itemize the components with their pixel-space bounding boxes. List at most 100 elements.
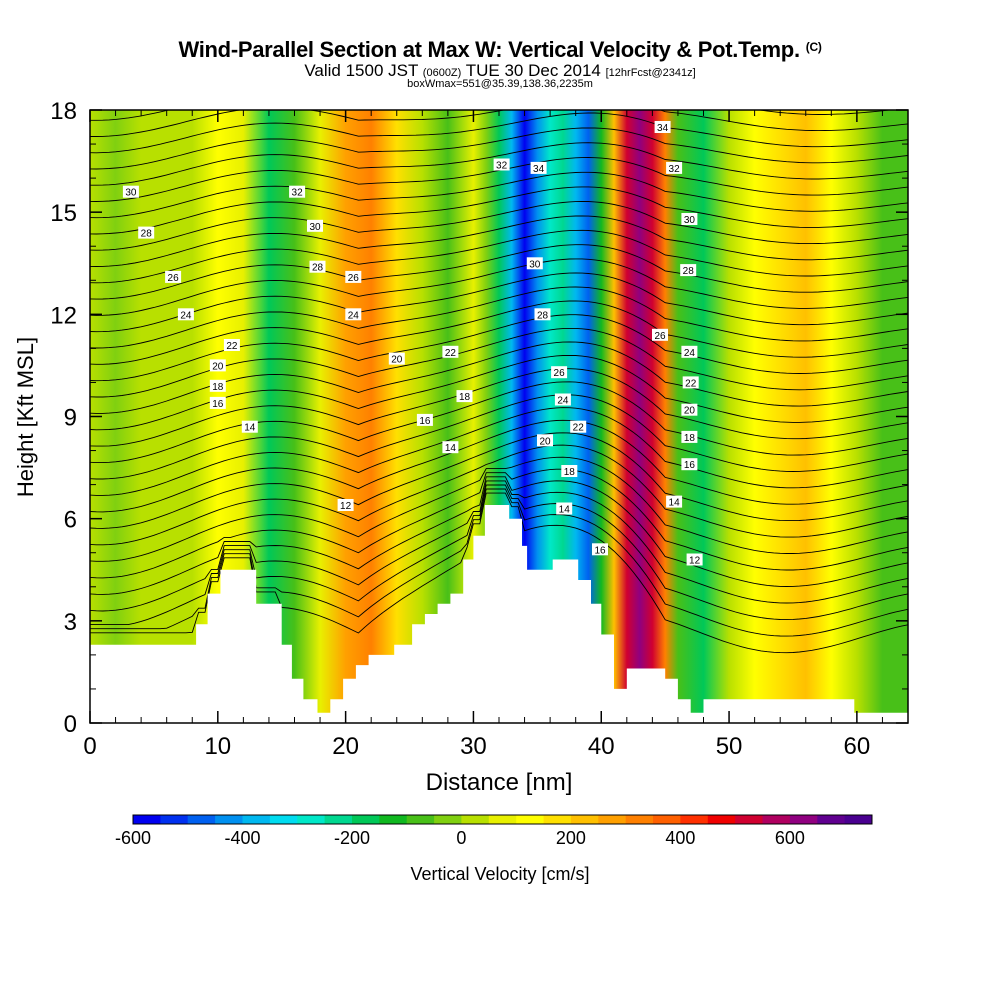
isentrope-label-text: 18 — [459, 392, 471, 403]
copyright-mark: (C) — [805, 40, 822, 54]
isentrope-label: 18 — [681, 430, 698, 444]
x-tick-label: 50 — [716, 733, 743, 760]
isentrope-label-text: 24 — [348, 310, 360, 321]
colorbar-swatch — [707, 815, 736, 824]
colorbar-swatch — [461, 815, 490, 824]
colorbar-swatch — [269, 815, 298, 824]
isentrope-label-text: 30 — [309, 222, 321, 233]
isentrope-label: 20 — [388, 352, 405, 366]
isentrope-line — [90, 456, 908, 562]
isentrope-label-text: 20 — [212, 361, 224, 372]
isentrope-line — [90, 484, 908, 626]
isentrope-label: 30 — [122, 185, 139, 199]
isentrope-line — [90, 476, 908, 595]
isentrope-label: 28 — [138, 226, 155, 240]
isentrope-line — [90, 229, 908, 284]
isentrope-label-text: 16 — [684, 460, 696, 471]
colorbar-swatch — [844, 815, 873, 824]
colorbar-swatch — [598, 815, 627, 824]
isentrope-label: 32 — [666, 161, 683, 175]
isentrope-label-text: 12 — [689, 556, 701, 567]
colorbar-frame — [132, 814, 873, 825]
chart-subtitle: Valid 1500 JST (0600Z) TUE 30 Dec 2014 [… — [0, 61, 1000, 81]
colorbar-swatch — [187, 815, 216, 824]
colorbar-swatch — [625, 815, 654, 824]
isentrope-label: 20 — [681, 403, 698, 417]
x-tick-label: 20 — [332, 733, 359, 760]
isentrope-label-text: 30 — [684, 215, 696, 226]
isentrope-label: 24 — [345, 308, 362, 321]
isentrope-line — [90, 186, 908, 235]
isentrope-label-text: 28 — [141, 229, 153, 240]
colorbar-swatch — [160, 815, 189, 824]
y-axis-label: Height [Kft MSL] — [13, 337, 38, 497]
isentrope-label-text: 26 — [168, 273, 180, 284]
isentrope-line — [90, 394, 908, 480]
isentrope-label-text: 32 — [292, 188, 304, 199]
colorbar-swatch — [406, 815, 435, 824]
isentrope-label-text: 20 — [391, 355, 403, 366]
isentrope-line — [90, 112, 908, 154]
isentrope-line — [90, 171, 908, 219]
x-tick-label: 40 — [588, 733, 615, 760]
isentrope-line — [90, 419, 908, 513]
isentrope-label-text: 24 — [557, 396, 569, 407]
isentrope-label: 28 — [309, 260, 326, 274]
colorbar-swatch — [817, 815, 846, 824]
isentrope-line — [90, 272, 908, 333]
isentrope-label-text: 26 — [348, 273, 360, 284]
colorbar-swatch — [762, 815, 791, 824]
isentrope-line — [90, 300, 908, 365]
isentrope-label-text: 30 — [529, 259, 541, 270]
colorbar-tick-label: -200 — [334, 828, 370, 848]
isentrope-label: 20 — [209, 359, 226, 372]
x-tick-label: 30 — [460, 733, 487, 760]
isentrope-label: 14 — [442, 441, 459, 454]
isentrope-label-text: 18 — [684, 433, 696, 444]
isentrope-label-text: 14 — [559, 505, 571, 516]
isentrope-label-text: 12 — [340, 501, 352, 512]
isentrope-line — [90, 488, 908, 637]
colorbar-swatch — [488, 815, 517, 824]
isentrope-label: 16 — [416, 413, 433, 427]
colorbar: -600 -400 -200 0 200 400 600 — [115, 814, 873, 848]
isentrope-label-text: 18 — [564, 467, 576, 478]
isentrope-label: 18 — [209, 379, 226, 393]
isentrope-label: 26 — [165, 270, 182, 284]
isentrope-label-text: 28 — [537, 310, 549, 321]
isentrope-label: 18 — [561, 465, 578, 478]
isentrope-label-text: 22 — [573, 423, 585, 434]
isentrope-label: 14 — [556, 502, 573, 516]
isentrope-label: 28 — [680, 264, 697, 277]
isentrope-label: 30 — [681, 213, 698, 226]
isentrope-line — [90, 258, 908, 316]
isentrope-label: 24 — [177, 308, 194, 321]
isentrope-label-text: 32 — [669, 164, 681, 175]
terrain-mask — [90, 505, 908, 723]
isentrope-label: 28 — [534, 308, 551, 321]
isentrope-label: 26 — [551, 366, 568, 379]
isentrope-label: 14 — [666, 495, 683, 509]
isentrope-label: 24 — [681, 345, 698, 359]
isentrope-label: 20 — [537, 434, 553, 447]
isentrope-line — [90, 432, 908, 529]
isentrope-line — [90, 200, 908, 251]
isentrope-line — [90, 354, 908, 431]
isentrope-label-text: 20 — [684, 406, 696, 417]
isentrope-label-text: 16 — [594, 545, 606, 556]
isentrope-label-text: 20 — [539, 436, 551, 447]
isentrope-label-text: 26 — [554, 368, 566, 379]
isentrope-line — [90, 127, 908, 170]
isentrope-label: 16 — [209, 396, 226, 410]
colorbar-tick-label: 400 — [665, 828, 695, 848]
colorbar-label: Vertical Velocity [cm/s] — [410, 864, 589, 884]
isentrope-label: 12 — [686, 553, 703, 567]
chart-title-text: Wind-Parallel Section at Max W: Vertical… — [178, 37, 800, 62]
y-tick-label: 12 — [50, 302, 77, 329]
isentrope-label-text: 30 — [125, 188, 137, 199]
isentrope-label: 22 — [570, 420, 587, 434]
colorbar-tick-label: 0 — [456, 828, 466, 848]
valid-time-label: Valid 1500 JST — [304, 61, 419, 80]
